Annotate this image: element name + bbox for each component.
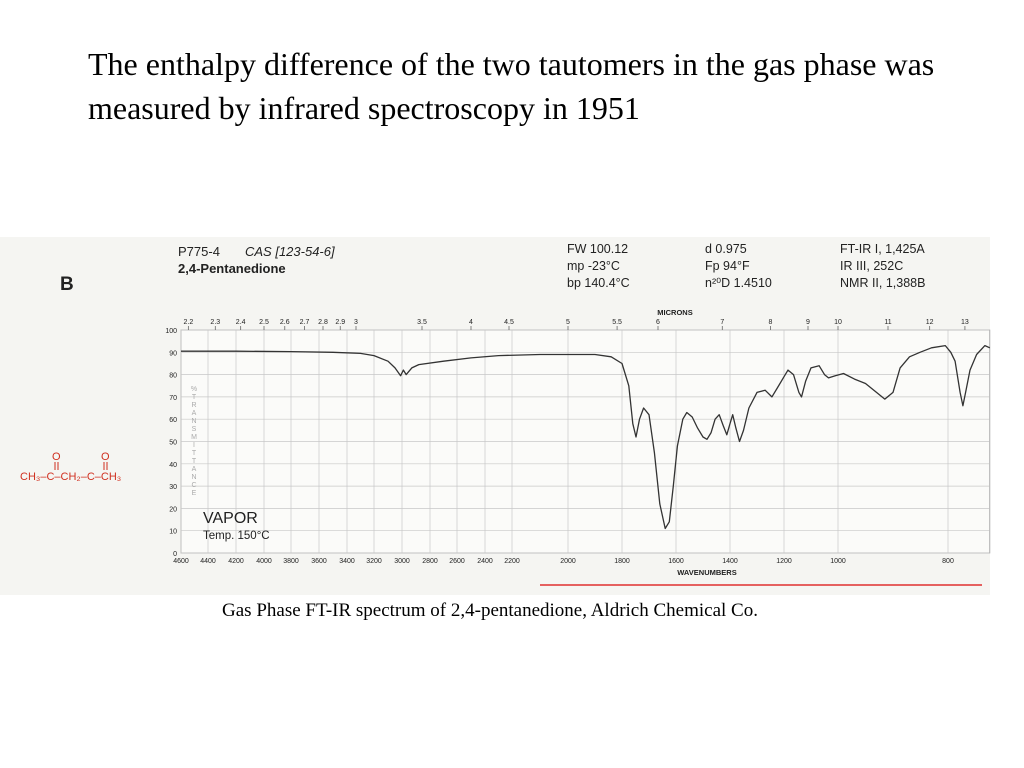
y-tick-label: 40 (169, 462, 177, 469)
caption: Gas Phase FT-IR spectrum of 2,4-pentaned… (222, 600, 758, 621)
y-tick-label: 70 (169, 395, 177, 402)
structure-oxygen: O (101, 451, 110, 463)
x2-tick-label: 7 (720, 319, 724, 326)
x2-tick-label: 13 (961, 319, 969, 326)
panel-label: B (60, 274, 74, 295)
x-tick-label: 2200 (504, 558, 520, 565)
annotation: VAPOR (203, 510, 258, 527)
x2-tick-label: 2.2 (183, 319, 193, 326)
x2-tick-label: 5 (566, 319, 570, 326)
x-tick-label: 3000 (394, 558, 410, 565)
x-tick-label: 2000 (560, 558, 576, 565)
property: n²⁰D 1.4510 (705, 276, 772, 290)
x2-tick-label: 2.6 (280, 319, 290, 326)
x2-tick-label: 2.9 (335, 319, 345, 326)
x-tick-label: 2600 (449, 558, 465, 565)
reference: NMR II, 1,388B (840, 276, 925, 290)
x2-tick-label: 10 (834, 319, 842, 326)
x-tick-label: 4600 (173, 558, 189, 565)
y-axis-label: %TRANSMITTANCE (190, 386, 197, 498)
x2-tick-label: 2.5 (259, 319, 269, 326)
x2-tick-label: 6 (656, 319, 660, 326)
reference: FT-IR I, 1,425A (840, 242, 925, 256)
structure-oxygen: O (52, 451, 61, 463)
y-tick-label: 10 (169, 529, 177, 536)
x2-tick-label: 4 (469, 319, 473, 326)
property: bp 140.4°C (567, 276, 630, 290)
x2-axis-label: MICRONS (657, 308, 692, 317)
x-axis-label: WAVENUMBERS (677, 568, 736, 577)
x-tick-label: 3800 (283, 558, 299, 565)
property: d 0.975 (705, 242, 747, 256)
y-tick-label: 80 (169, 373, 177, 380)
x2-tick-label: 9 (806, 319, 810, 326)
y-tick-label: 30 (169, 484, 177, 491)
x-tick-label: 1200 (776, 558, 792, 565)
x2-tick-label: 12 (926, 319, 934, 326)
x2-tick-label: 2.4 (236, 319, 246, 326)
property: FW 100.12 (567, 242, 628, 256)
x2-tick-label: 8 (769, 319, 773, 326)
x2-tick-label: 3.5 (417, 319, 427, 326)
spectrum-figure: B P775-4 CAS [123-54-6] 2,4-Pentanedione… (0, 237, 991, 595)
y-tick-label: 100 (165, 328, 177, 335)
compound: 2,4-Pentanedione (178, 261, 286, 276)
x-tick-label: 1800 (614, 558, 630, 565)
x-tick-label: 2800 (422, 558, 438, 565)
heading: The enthalpy difference of the two tauto… (88, 46, 935, 126)
x-tick-label: 1000 (830, 558, 846, 565)
x-tick-label: 4000 (256, 558, 272, 565)
spectrum-line (181, 344, 991, 530)
property: mp -23°C (567, 259, 620, 273)
x2-tick-label: 2.3 (210, 319, 220, 326)
y-tick-label: 20 (169, 506, 177, 513)
x2-tick-label: 4.5 (504, 319, 514, 326)
x2-tick-label: 5.5 (612, 319, 622, 326)
x-tick-label: 800 (942, 558, 954, 565)
x-tick-label: 3400 (339, 558, 355, 565)
x2-tick-label: 11 (884, 319, 891, 326)
reference: IR III, 252C (840, 259, 903, 273)
x-tick-label: 4200 (228, 558, 244, 565)
x2-tick-label: 2.7 (300, 319, 310, 326)
y-tick-label: 0 (173, 551, 177, 558)
x-tick-label: 3600 (311, 558, 327, 565)
y-tick-label: 90 (169, 350, 177, 357)
y-tick-label: 60 (169, 417, 177, 424)
x-tick-label: 1400 (722, 558, 738, 565)
property: Fp 94°F (705, 259, 750, 273)
y-tick-label: 50 (169, 440, 177, 447)
x-tick-label: 2400 (477, 558, 493, 565)
structure-chain: CH₃–C–CH₂–C–CH₃ (20, 471, 121, 483)
cas: CAS [123-54-6] (245, 244, 335, 259)
x-tick-label: 1600 (668, 558, 684, 565)
catalog: P775-4 (178, 244, 220, 259)
annotation: Temp. 150°C (203, 530, 270, 542)
x-tick-label: 4400 (200, 558, 216, 565)
x-tick-label: 3200 (366, 558, 382, 565)
x2-tick-label: 3 (354, 319, 358, 326)
x2-tick-label: 2.8 (318, 319, 328, 326)
